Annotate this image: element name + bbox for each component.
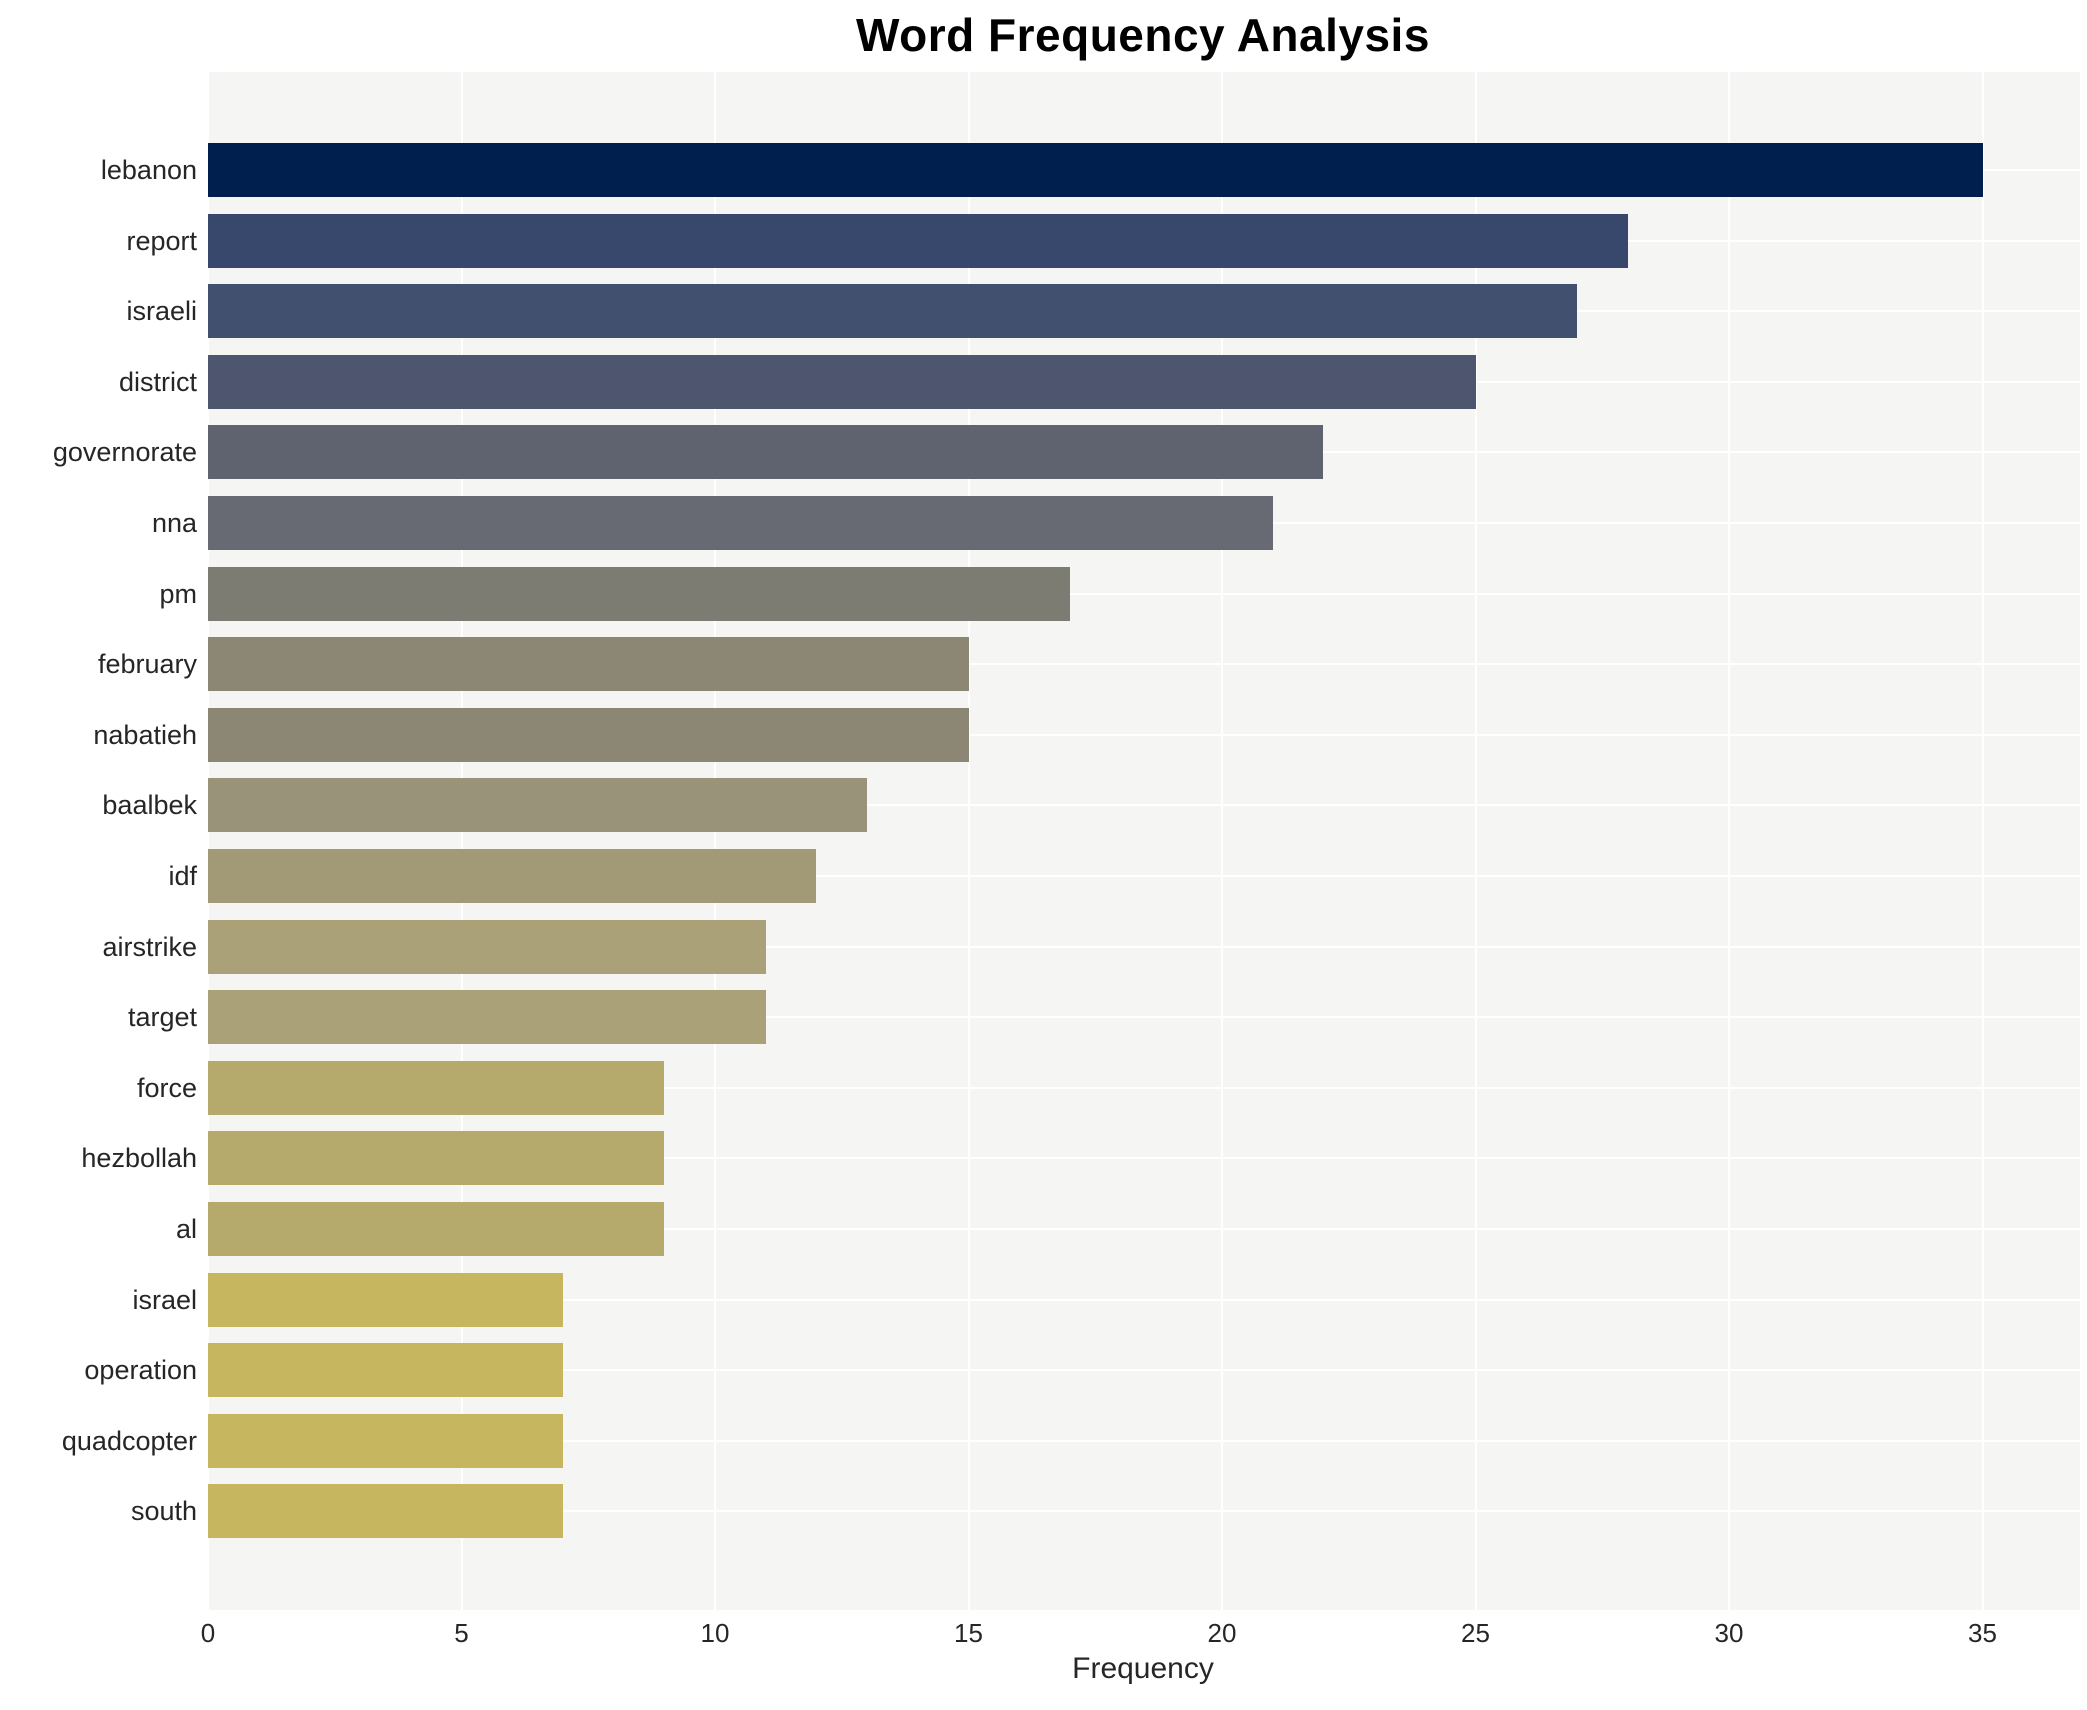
y-tick-label-governorate: governorate [52, 437, 197, 468]
y-gridline [207, 1298, 2080, 1301]
x-gridline [460, 72, 463, 1610]
y-gridline [207, 733, 2080, 736]
x-tick-label-25: 25 [1461, 1618, 1490, 1648]
x-gridline [207, 72, 209, 1610]
bar-south [208, 1484, 563, 1539]
bar-february [208, 637, 969, 692]
y-tick-label-nabatieh: nabatieh [93, 719, 197, 750]
bar-israeli [208, 284, 1577, 339]
y-tick-label-baalbek: baalbek [102, 790, 197, 821]
bar-hezbollah [208, 1131, 665, 1186]
y-gridline [207, 1157, 2080, 1160]
bar-israel [208, 1272, 563, 1327]
y-tick-label-district: district [118, 366, 197, 397]
y-tick-label-quadcopter: quadcopter [61, 1425, 197, 1456]
plot-area [207, 72, 2080, 1610]
y-tick-label-force: force [136, 1072, 197, 1103]
bar-governorate [208, 425, 1324, 480]
y-tick-label-al: al [175, 1214, 197, 1244]
x-tick-label-10: 10 [700, 1618, 730, 1648]
x-gridline [1221, 72, 1223, 1610]
bar-nabatieh [208, 707, 969, 762]
x-gridline [1981, 72, 1984, 1610]
y-tick-label-israeli: israeli [126, 296, 197, 327]
y-tick-label-pm: pm [159, 578, 197, 609]
bar-report [208, 213, 1628, 268]
bar-baalbek [208, 778, 868, 833]
y-tick-label-operation: operation [84, 1355, 197, 1386]
y-tick-label-airstrike: airstrike [102, 931, 197, 962]
y-tick-label-nna: nna [151, 508, 197, 538]
y-tick-label-february: february [97, 649, 197, 680]
y-gridline [207, 1510, 2080, 1513]
bar-airstrike [208, 919, 766, 974]
x-tick-label-0: 0 [200, 1618, 216, 1648]
bar-nna [208, 496, 1273, 550]
x-tick-label-30: 30 [1714, 1618, 1744, 1648]
x-gridline [1474, 72, 1477, 1610]
bar-al [208, 1202, 665, 1256]
y-gridline [207, 1016, 2080, 1019]
x-tick-label-20: 20 [1207, 1618, 1237, 1648]
x-gridline [714, 72, 716, 1610]
y-tick-label-target: target [127, 1002, 197, 1033]
y-tick-label-israel: israel [132, 1284, 197, 1315]
y-tick-label-hezbollah: hezbollah [81, 1143, 197, 1174]
bar-pm [208, 566, 1070, 621]
bar-force [208, 1060, 665, 1115]
y-gridline [207, 1369, 2080, 1372]
y-gridline [207, 804, 2080, 807]
y-tick-label-south: south [130, 1496, 197, 1527]
bar-target [208, 990, 766, 1045]
bar-operation [208, 1343, 563, 1398]
bar-idf [208, 849, 817, 903]
x-tick-label-15: 15 [954, 1618, 983, 1648]
y-gridline [207, 1086, 2080, 1089]
y-tick-label-idf: idf [168, 861, 197, 891]
x-tick-label-35: 35 [1968, 1618, 1997, 1648]
bar-lebanon [208, 143, 1983, 197]
y-gridline [207, 945, 2080, 948]
x-axis-label: Frequency [1072, 1652, 1214, 1685]
bar-quadcopter [208, 1413, 563, 1468]
y-gridline [207, 875, 2080, 877]
y-gridline [207, 592, 2080, 595]
x-gridline [967, 72, 970, 1610]
y-tick-label-lebanon: lebanon [100, 155, 197, 185]
y-gridline [207, 1439, 2080, 1442]
x-tick-label-5: 5 [454, 1618, 469, 1648]
y-tick-label-report: report [126, 225, 197, 256]
x-gridline [1728, 72, 1730, 1610]
y-gridline [207, 1228, 2080, 1230]
chart-title: Word Frequency Analysis [856, 9, 1430, 61]
y-gridline [207, 663, 2080, 666]
bar-district [208, 354, 1476, 409]
